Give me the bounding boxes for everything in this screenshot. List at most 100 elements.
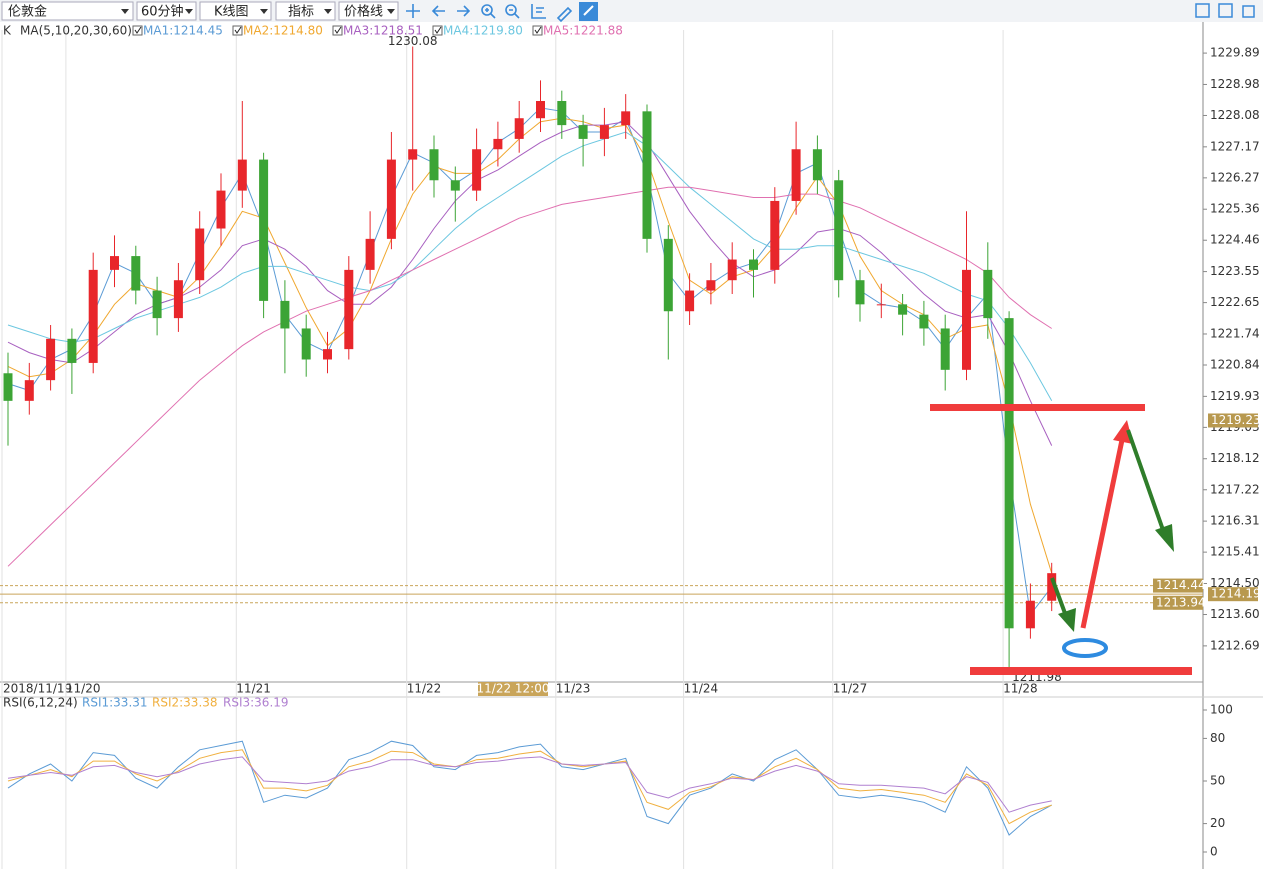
indicator-line (7, 121, 1053, 446)
candle-body (88, 269, 98, 363)
legend-check (334, 26, 342, 34)
left-icon[interactable] (431, 5, 445, 17)
arrow-head (1113, 420, 1133, 444)
chart-kind-dropdown[interactable] (199, 1, 272, 21)
legend-entry: RSI1:33.31 (82, 696, 148, 710)
axis-icon[interactable] (531, 4, 546, 19)
layout-icon[interactable] (1195, 3, 1210, 18)
ma-title: MA(5,10,20,30,60) (20, 24, 132, 38)
price-tag-label: 1213.94 (1156, 595, 1206, 609)
candle-body (110, 256, 119, 270)
price-tag-label: 1214.44 (1156, 578, 1206, 592)
legend-check (534, 26, 542, 34)
candle-body (919, 314, 929, 329)
candle-body (1047, 573, 1057, 601)
chart-kind: K线图 (214, 5, 249, 20)
candle-body (493, 138, 503, 150)
indicator-line (7, 107, 1053, 616)
y-tick-label: 1215.41 (1210, 545, 1260, 559)
indicator-dropdown[interactable] (275, 1, 336, 21)
candle-body (3, 373, 13, 401)
legend-entry: MA2:1214.80 (243, 24, 323, 38)
resistance-line (930, 404, 1145, 411)
price-tag (1153, 595, 1203, 610)
rsi-title: RSI(6,12,24) (3, 696, 78, 710)
y-tick-label: 1222.65 (1210, 295, 1260, 309)
chart-label: K (3, 24, 12, 38)
support-line (970, 667, 1192, 675)
y-tick-label: 1228.08 (1210, 108, 1260, 122)
price-tag (1208, 413, 1258, 428)
layout-icon[interactable] (1218, 3, 1233, 18)
high-label: 1230.08 (388, 34, 438, 48)
legend-check (434, 26, 442, 34)
legend-entry: MA5:1221.88 (543, 24, 623, 38)
y-tick-label: 1213.60 (1210, 607, 1260, 621)
y-tick-label: 0 (1210, 845, 1218, 859)
y-tick-label: 1225.36 (1210, 202, 1260, 216)
indicator: 指标 (288, 5, 314, 20)
y-tick-label: 1221.74 (1210, 326, 1260, 340)
right-icon[interactable] (457, 5, 471, 17)
candle-body (67, 338, 77, 363)
legend-entry: RSI2:33.38 (152, 696, 218, 710)
candle-body (599, 125, 609, 139)
legend-check (234, 26, 242, 34)
y-tick-label: 1219.93 (1210, 389, 1260, 403)
crosshair-icon[interactable] (406, 4, 420, 18)
price-line-dropdown[interactable] (338, 1, 399, 21)
zoom-in-icon[interactable] (481, 4, 493, 16)
candle-body (621, 111, 631, 126)
y-tick-label: 50 (1210, 774, 1225, 788)
crosshair-tag (478, 682, 548, 696)
indicator-line (7, 740, 1052, 836)
legend-entry: MA1:1214.45 (143, 24, 223, 38)
candle-body (365, 238, 375, 270)
candle-body (259, 159, 269, 301)
candle-body (152, 290, 162, 319)
candle-body (24, 380, 34, 401)
candle-body (855, 280, 865, 305)
indicator-line (7, 186, 1052, 567)
indicator-line (7, 756, 1052, 813)
y-tick-label: 1224.46 (1210, 233, 1260, 247)
x-tick-label: 11/20 (66, 682, 101, 696)
popout-icon[interactable] (1242, 5, 1255, 18)
candle-body (727, 259, 737, 281)
dropdown-arrow (121, 9, 129, 14)
candle-body (1025, 600, 1035, 629)
candle-body (280, 300, 290, 329)
price-tag (1208, 587, 1258, 602)
candle-body (706, 280, 716, 291)
legend-entry: MA3:1218.51 (343, 24, 423, 38)
legend-checkbox (432, 25, 443, 36)
y-tick-label: 1229.89 (1210, 46, 1260, 60)
period: 60分钟 (141, 4, 184, 20)
candle-body (386, 159, 396, 239)
target-circle (1062, 638, 1108, 658)
symbol-dropdown[interactable] (1, 1, 134, 21)
x-tick-label: 11/24 (684, 682, 719, 696)
down-arrow (1126, 429, 1165, 531)
up-arrow (1080, 439, 1125, 629)
draw-icon[interactable] (556, 6, 573, 23)
x-tick-label: 11/28 (1003, 682, 1038, 696)
candle-body (812, 149, 822, 181)
x-tick-label: 11/22 (407, 682, 442, 696)
candle-body (642, 111, 652, 239)
period-dropdown[interactable] (136, 1, 197, 21)
legend-checkbox (532, 25, 543, 36)
y-tick-label: 20 (1210, 816, 1225, 830)
dropdown-arrow (185, 9, 193, 14)
candle-body (834, 180, 844, 281)
candle-body (216, 190, 226, 229)
candle-body (195, 228, 205, 281)
down-arrow (1050, 577, 1068, 617)
arrow-head (1058, 608, 1076, 632)
y-tick-label: 1223.55 (1210, 264, 1260, 278)
zoom-out-icon[interactable] (505, 4, 517, 16)
price-tag-label: 1219.23 (1211, 413, 1261, 427)
candle-body (237, 159, 247, 191)
